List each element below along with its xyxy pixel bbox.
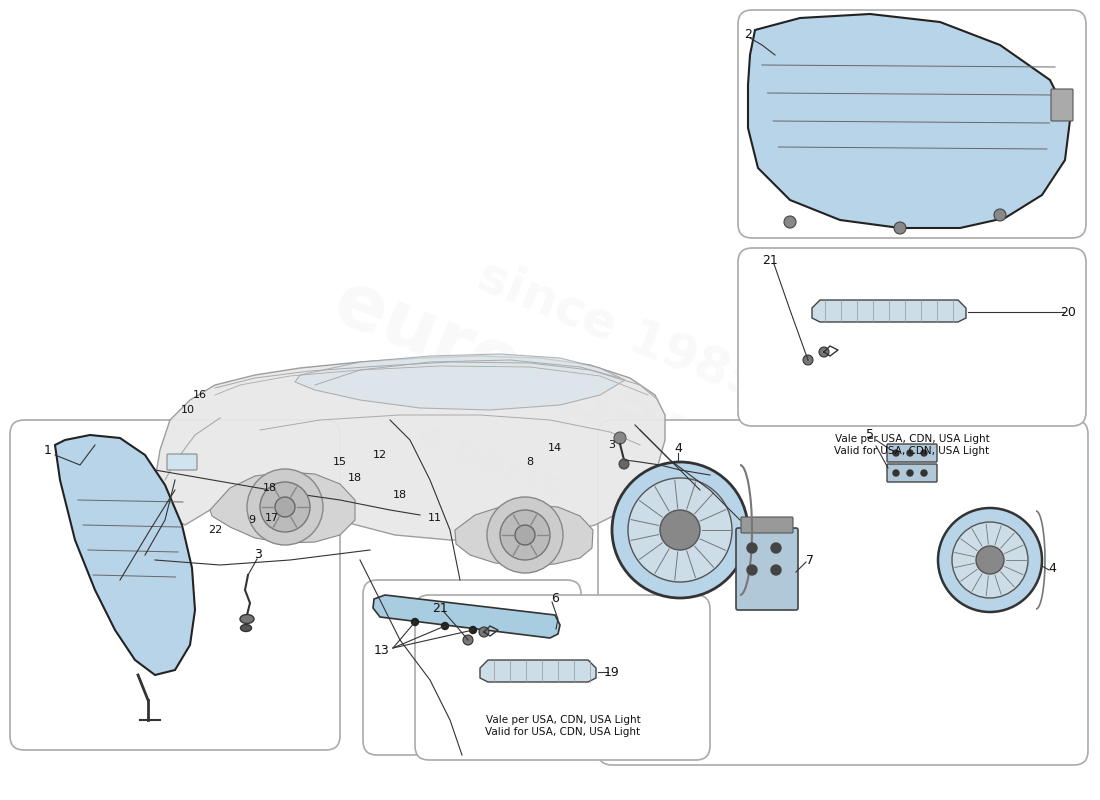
Circle shape [938, 508, 1042, 612]
Circle shape [994, 209, 1006, 221]
FancyBboxPatch shape [598, 420, 1088, 765]
Circle shape [921, 450, 927, 456]
Text: 7: 7 [806, 554, 814, 566]
Text: 21: 21 [762, 254, 778, 266]
Text: Valid for USA, CDN, USA Light: Valid for USA, CDN, USA Light [485, 727, 640, 737]
Text: 4: 4 [674, 442, 682, 454]
Text: 20: 20 [1060, 306, 1076, 318]
Circle shape [784, 216, 796, 228]
FancyBboxPatch shape [363, 580, 581, 755]
Circle shape [478, 627, 490, 637]
Text: 8: 8 [527, 457, 534, 467]
Text: Vale per USA, CDN, USA Light: Vale per USA, CDN, USA Light [485, 715, 640, 725]
Polygon shape [812, 300, 966, 322]
Polygon shape [748, 14, 1070, 228]
Text: 3: 3 [608, 440, 616, 450]
Circle shape [893, 470, 899, 476]
FancyBboxPatch shape [10, 420, 340, 750]
Circle shape [976, 546, 1004, 574]
Circle shape [660, 510, 700, 550]
Polygon shape [210, 472, 355, 543]
FancyBboxPatch shape [738, 10, 1086, 238]
Text: 10: 10 [182, 405, 195, 415]
Ellipse shape [240, 614, 254, 623]
Circle shape [411, 618, 418, 626]
Text: 18: 18 [348, 473, 362, 483]
FancyBboxPatch shape [741, 517, 793, 533]
Circle shape [921, 470, 927, 476]
Polygon shape [373, 595, 560, 638]
Circle shape [441, 622, 449, 630]
Text: 17: 17 [265, 513, 279, 523]
Text: 6: 6 [551, 591, 559, 605]
Circle shape [248, 469, 323, 545]
Circle shape [952, 522, 1028, 598]
Circle shape [487, 497, 563, 573]
Circle shape [500, 510, 550, 560]
Circle shape [747, 543, 757, 553]
FancyBboxPatch shape [736, 528, 798, 610]
Ellipse shape [241, 625, 252, 631]
Text: 13: 13 [374, 643, 389, 657]
Circle shape [614, 432, 626, 444]
Circle shape [771, 565, 781, 575]
Text: Valid for USA, CDN, USA Light: Valid for USA, CDN, USA Light [835, 446, 990, 456]
Circle shape [612, 462, 748, 598]
Text: 16: 16 [192, 390, 207, 400]
Circle shape [908, 450, 913, 456]
Text: 11: 11 [428, 513, 442, 523]
Circle shape [771, 543, 781, 553]
FancyBboxPatch shape [1050, 89, 1072, 121]
Circle shape [260, 482, 310, 532]
Text: since 1985: since 1985 [471, 251, 769, 409]
Text: 18: 18 [393, 490, 407, 500]
Circle shape [463, 635, 473, 645]
Circle shape [747, 565, 757, 575]
Circle shape [893, 450, 899, 456]
Text: 9: 9 [249, 515, 255, 525]
Polygon shape [455, 505, 593, 566]
Circle shape [275, 497, 295, 517]
Circle shape [470, 626, 476, 634]
FancyBboxPatch shape [887, 444, 937, 462]
Text: 22: 22 [208, 525, 222, 535]
FancyBboxPatch shape [167, 454, 197, 470]
FancyBboxPatch shape [738, 248, 1086, 426]
Text: 15: 15 [333, 457, 346, 467]
Circle shape [515, 525, 535, 545]
Text: 21: 21 [432, 602, 448, 614]
Text: 3: 3 [254, 549, 262, 562]
Text: 14: 14 [548, 443, 562, 453]
Polygon shape [480, 660, 596, 682]
Text: Vale per USA, CDN, USA Light: Vale per USA, CDN, USA Light [835, 434, 989, 444]
Text: 2: 2 [744, 29, 752, 42]
Text: a parts: a parts [411, 414, 569, 506]
Text: 1: 1 [44, 443, 52, 457]
Polygon shape [55, 435, 195, 675]
Circle shape [619, 459, 629, 469]
FancyBboxPatch shape [887, 464, 937, 482]
Circle shape [820, 347, 829, 357]
Text: 18: 18 [263, 483, 277, 493]
Circle shape [908, 470, 913, 476]
Polygon shape [155, 356, 666, 540]
Text: 5: 5 [866, 429, 874, 442]
Polygon shape [295, 354, 625, 410]
Circle shape [803, 355, 813, 365]
Circle shape [894, 222, 906, 234]
Text: 12: 12 [373, 450, 387, 460]
Text: 19: 19 [604, 666, 620, 678]
Circle shape [628, 478, 732, 582]
Text: 4: 4 [1048, 562, 1056, 574]
FancyBboxPatch shape [415, 595, 710, 760]
Text: eurospares: eurospares [322, 266, 798, 514]
